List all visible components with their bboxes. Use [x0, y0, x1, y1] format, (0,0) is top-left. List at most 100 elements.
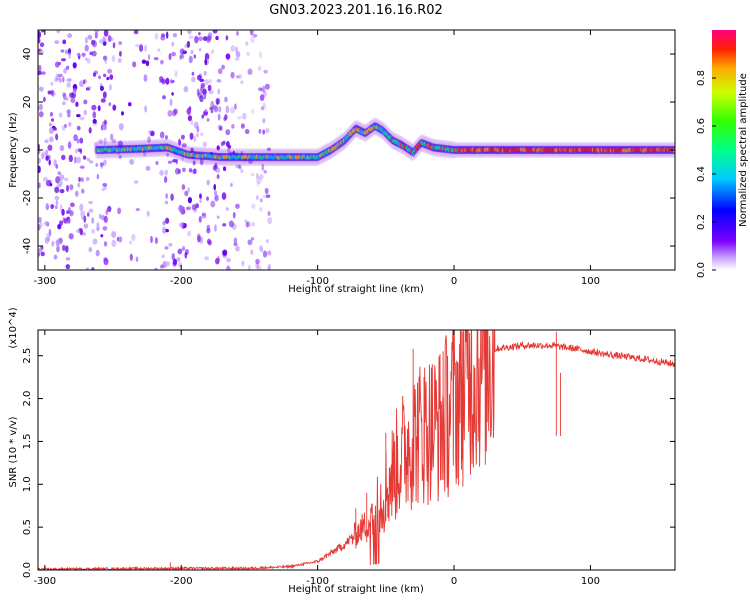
- noise-speckle: [165, 77, 170, 85]
- noise-speckle: [185, 248, 189, 256]
- noise-speckle: [176, 257, 181, 263]
- noise-speckle: [141, 59, 147, 64]
- noise-speckle: [83, 109, 87, 116]
- noise-speckle: [96, 174, 100, 180]
- noise-speckle: [62, 101, 66, 106]
- noise-speckle: [135, 43, 140, 48]
- noise-speckle: [247, 68, 253, 76]
- noise-speckle: [246, 51, 251, 57]
- noise-speckle: [62, 92, 67, 100]
- noise-speckle: [182, 50, 187, 55]
- noise-speckle: [193, 54, 197, 59]
- noise-speckle: [235, 203, 240, 209]
- noise-speckle: [244, 128, 250, 135]
- noise-speckle: [63, 67, 67, 74]
- noise-speckle: [45, 155, 49, 161]
- noise-speckle: [38, 157, 41, 164]
- noise-speckle: [38, 149, 41, 154]
- noise-speckle: [109, 84, 112, 91]
- noise-speckle: [59, 204, 63, 212]
- noise-speckle: [107, 35, 112, 43]
- noise-speckle: [61, 154, 66, 161]
- noise-speckle: [164, 176, 168, 184]
- noise-speckle: [169, 98, 173, 107]
- noise-speckle: [91, 104, 97, 111]
- noise-speckle: [165, 217, 170, 224]
- noise-speckle: [265, 194, 271, 198]
- noise-speckle: [65, 264, 71, 270]
- noise-speckle: [51, 118, 54, 122]
- noise-speckle: [169, 78, 173, 85]
- noise-speckle: [61, 208, 65, 216]
- noise-speckle: [210, 200, 216, 208]
- noise-speckle: [208, 79, 213, 84]
- noise-speckle: [147, 136, 151, 144]
- noise-speckle: [55, 164, 59, 169]
- noise-speckle: [230, 183, 233, 187]
- noise-speckle: [179, 55, 182, 60]
- noise-speckle: [165, 261, 171, 267]
- noise-speckle: [72, 62, 77, 69]
- noise-speckle: [213, 190, 218, 196]
- snr-ytick-label: 1.0: [22, 476, 33, 492]
- noise-speckle: [92, 111, 97, 119]
- noise-speckle: [64, 97, 69, 101]
- noise-speckle: [240, 168, 244, 174]
- noise-speckle: [102, 91, 107, 99]
- noise-speckle: [154, 267, 158, 270]
- noise-speckle: [164, 246, 169, 250]
- noise-speckle: [192, 160, 196, 166]
- noise-speckle: [70, 202, 75, 208]
- noise-speckle: [258, 245, 264, 251]
- noise-speckle: [159, 169, 164, 176]
- noise-speckle: [241, 260, 245, 267]
- noise-speckle: [135, 256, 139, 262]
- noise-speckle: [68, 233, 74, 240]
- colorbar-tick-label: 0.8: [696, 70, 707, 86]
- noise-speckle: [60, 49, 65, 53]
- noise-speckle: [204, 256, 210, 261]
- noise-speckle: [87, 34, 93, 40]
- noise-speckle: [168, 242, 173, 247]
- noise-speckle: [87, 86, 92, 90]
- noise-speckle: [148, 129, 152, 135]
- spectrogram-ylabel: Frequency (Hz): [8, 112, 19, 188]
- noise-speckle: [171, 51, 176, 57]
- noise-speckle: [65, 49, 69, 55]
- noise-speckle: [154, 32, 159, 40]
- noise-speckle: [226, 265, 231, 270]
- noise-speckle: [102, 41, 107, 46]
- noise-speckle: [103, 159, 107, 166]
- noise-speckle: [159, 131, 165, 139]
- noise-speckle: [167, 160, 173, 164]
- noise-speckle: [170, 79, 175, 84]
- noise-speckle: [203, 70, 207, 76]
- noise-speckle: [81, 52, 86, 57]
- noise-speckle: [92, 118, 97, 124]
- noise-speckle: [198, 36, 204, 42]
- noise-speckle: [79, 116, 85, 121]
- noise-speckle: [194, 35, 199, 44]
- noise-speckle: [262, 194, 268, 199]
- noise-speckle: [225, 129, 231, 136]
- noise-speckle: [210, 49, 215, 55]
- noise-speckle: [217, 124, 223, 131]
- noise-speckle: [166, 152, 170, 157]
- noise-speckle: [67, 113, 71, 118]
- noise-speckle: [235, 75, 240, 79]
- noise-speckle: [188, 168, 193, 173]
- noise-speckle: [85, 267, 90, 270]
- spectrogram-xtick-label: 100: [581, 276, 600, 287]
- noise-speckle: [111, 138, 117, 144]
- noise-speckle: [160, 264, 164, 269]
- noise-speckle: [165, 31, 169, 39]
- noise-speckle: [171, 92, 174, 96]
- noise-speckle: [62, 92, 66, 97]
- noise-speckle: [62, 39, 67, 45]
- noise-speckle: [165, 193, 169, 199]
- noise-speckle: [222, 249, 228, 256]
- spectrogram-xtick-label: 0: [451, 276, 457, 287]
- noise-speckle: [234, 103, 237, 110]
- noise-speckle: [67, 141, 72, 149]
